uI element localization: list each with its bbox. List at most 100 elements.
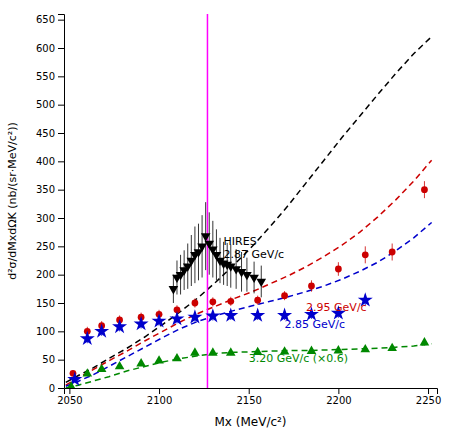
- y-axis: 0 50 100 150 200 250 300 350 400 450 500 550 600 650: [36, 14, 65, 393]
- point: [94, 323, 109, 337]
- x-tick-mark: [69, 388, 70, 394]
- y-tick-mark: [58, 218, 64, 219]
- y-tick: 550: [36, 71, 64, 82]
- point: [208, 347, 218, 355]
- curve: [66, 37, 432, 383]
- point: [80, 331, 95, 345]
- y-tick: 300: [36, 213, 64, 224]
- x-tick-label: 2050: [57, 395, 82, 406]
- x-axis-title: Mx (MeV/c²): [214, 415, 286, 429]
- x-tick-mark: [249, 388, 250, 394]
- point: [83, 368, 93, 376]
- annotation: HIRES2.87 GeV/c: [224, 235, 285, 261]
- x-tick: 2200: [326, 388, 351, 406]
- x-axis-line: [65, 389, 438, 395]
- point: [256, 279, 266, 287]
- point: [250, 308, 265, 322]
- point: [226, 347, 236, 355]
- y-tick-mark: [58, 48, 64, 49]
- x-tick-mark: [428, 388, 429, 394]
- chart: 2050 2100 2150 2200 2250 0 50 100 150 200 250 300 35…: [0, 0, 455, 434]
- series: [67, 292, 373, 386]
- y-tick-mark: [58, 190, 64, 191]
- annotation: 3.20 GeV/c (×0.6): [249, 352, 348, 365]
- point: [254, 297, 261, 304]
- point: [169, 286, 179, 294]
- x-tick: 2250: [416, 388, 441, 406]
- point: [112, 319, 127, 333]
- y-tick: 650: [36, 14, 64, 25]
- curve: [66, 160, 432, 385]
- y-tick-label: 250: [36, 241, 55, 252]
- y-tick-mark: [58, 20, 64, 21]
- y-tick: 600: [36, 43, 64, 54]
- point: [172, 353, 182, 361]
- point: [187, 309, 202, 323]
- point: [223, 308, 238, 322]
- x-tick-label: 2250: [416, 395, 441, 406]
- y-tick-mark: [58, 303, 64, 304]
- x-tick-label: 2100: [147, 395, 172, 406]
- x-tick-label: 2150: [236, 395, 261, 406]
- y-tick-label: 500: [36, 99, 55, 110]
- y-tick-label: 450: [36, 128, 55, 139]
- y-tick: 400: [36, 156, 64, 167]
- point: [227, 298, 234, 305]
- series: [70, 181, 428, 376]
- point: [152, 313, 167, 327]
- y-tick-label: 300: [36, 213, 55, 224]
- y-tick-mark: [58, 275, 64, 276]
- curve: [66, 344, 432, 388]
- point: [67, 372, 82, 386]
- point: [169, 311, 184, 325]
- point: [420, 337, 430, 345]
- y-axis-title: d²σ/dMxdΩK (nb/(sr·MeV/c²)): [6, 122, 19, 280]
- point: [192, 300, 199, 307]
- point: [205, 308, 220, 322]
- y-tick-mark: [58, 161, 64, 162]
- y-tick-mark: [58, 246, 64, 247]
- x-tick-label: 2200: [326, 395, 351, 406]
- point: [115, 361, 125, 369]
- y-tick-label: 650: [36, 14, 55, 25]
- y-tick-label: 400: [36, 156, 55, 167]
- y-tick-label: 200: [36, 269, 55, 280]
- y-tick-mark: [58, 360, 64, 361]
- y-tick: 50: [42, 354, 64, 365]
- point: [281, 292, 288, 299]
- y-axis-line: [58, 15, 65, 389]
- point: [190, 347, 200, 355]
- y-tick-label: 150: [36, 298, 55, 309]
- curve: [66, 223, 432, 387]
- y-tick-mark: [58, 331, 64, 332]
- point: [154, 355, 164, 363]
- point: [421, 186, 428, 193]
- y-tick-label: 550: [36, 71, 55, 82]
- vertical-line: [207, 14, 209, 388]
- point: [97, 364, 107, 372]
- y-tick-label: 350: [36, 184, 55, 195]
- y-tick-label: 0: [49, 383, 55, 394]
- x-tick-mark: [338, 388, 339, 394]
- point: [308, 283, 315, 290]
- x-tick: 2150: [236, 388, 261, 406]
- y-tick: 250: [36, 241, 64, 252]
- y-tick: 350: [36, 184, 64, 195]
- y-tick: 0: [49, 383, 64, 394]
- annotation: 2.95 GeV/c: [306, 301, 367, 314]
- point: [387, 343, 397, 351]
- point: [209, 298, 216, 305]
- point: [360, 344, 370, 352]
- x-axis: 2050 2100 2150 2200 2250: [57, 388, 441, 406]
- x-tick: 2050: [57, 388, 82, 406]
- x-tick-mark: [159, 388, 160, 394]
- y-tick-mark: [58, 388, 64, 389]
- y-tick-label: 50: [42, 354, 55, 365]
- y-tick-label: 100: [36, 326, 55, 337]
- point: [362, 251, 369, 258]
- y-tick-mark: [58, 133, 64, 134]
- y-tick: 500: [36, 99, 64, 110]
- point: [197, 244, 207, 252]
- series: [66, 337, 429, 388]
- y-tick-label: 600: [36, 43, 55, 54]
